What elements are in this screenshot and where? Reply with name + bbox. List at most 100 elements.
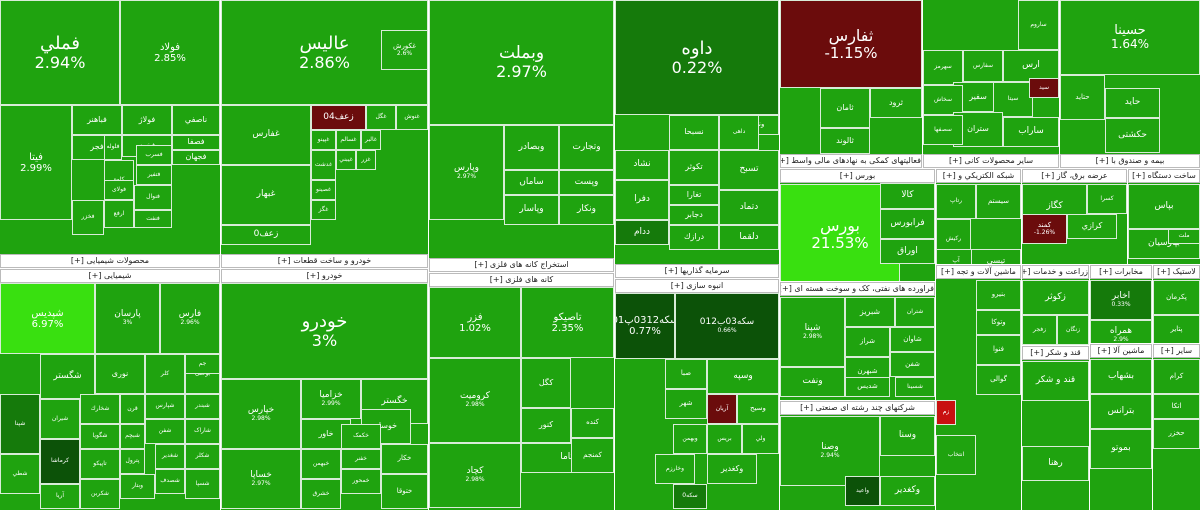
stock-tile[interactable]: خكار bbox=[381, 444, 428, 474]
stock-tile[interactable]: وبهمن bbox=[673, 424, 707, 454]
stock-tile[interactable]: فصفا bbox=[172, 135, 220, 150]
stock-tile[interactable]: غگل bbox=[366, 105, 396, 130]
stock-tile[interactable]: شپارس bbox=[145, 394, 185, 419]
stock-tile[interactable]: ونفت bbox=[780, 367, 845, 397]
stock-tile[interactable]: نسبحا bbox=[669, 115, 719, 150]
stock-tile[interactable]: رتاپ bbox=[936, 184, 976, 219]
stock-tile[interactable]: کنور bbox=[521, 408, 571, 443]
stock-tile[interactable]: خزامیا 2.99% bbox=[301, 379, 361, 419]
stock-tile[interactable]: حسينا 1.64% bbox=[1060, 0, 1200, 75]
stock-tile[interactable]: ختوقا bbox=[381, 474, 428, 509]
stock-tile[interactable]: فزر 1.02% bbox=[429, 287, 521, 358]
stock-tile[interactable]: شتران bbox=[895, 297, 935, 327]
stock-tile[interactable]: غصينو bbox=[311, 180, 336, 200]
stock-tile[interactable]: شدیس bbox=[845, 377, 890, 397]
sector-header[interactable]: ماشین آلات و تجه [+] bbox=[936, 265, 1021, 279]
stock-tile[interactable]: شيران bbox=[40, 399, 80, 439]
stock-tile[interactable]: شصدف bbox=[155, 469, 185, 494]
sector-header[interactable]: شیمیایی [+] bbox=[0, 269, 220, 283]
stock-tile[interactable]: دجابر bbox=[669, 205, 719, 225]
stock-tile[interactable]: ارفع bbox=[104, 200, 134, 228]
stock-tile[interactable]: فولاژ bbox=[122, 105, 172, 135]
stock-tile[interactable]: کسرا bbox=[1087, 184, 1127, 214]
sector-header[interactable]: خودرو [+] bbox=[221, 269, 428, 283]
stock-tile[interactable]: اتكا bbox=[1153, 394, 1200, 419]
stock-tile[interactable]: ناصفي bbox=[172, 105, 220, 135]
stock-tile[interactable]: ملت bbox=[1168, 229, 1200, 244]
stock-tile[interactable]: کمند -1.26% bbox=[1022, 214, 1067, 244]
stock-tile[interactable]: کروميت 2.98% bbox=[429, 358, 521, 443]
stock-tile[interactable]: شسینا bbox=[895, 377, 935, 397]
stock-tile[interactable]: کرازي bbox=[1067, 214, 1117, 239]
stock-tile[interactable]: کنده bbox=[571, 408, 614, 438]
stock-tile[interactable]: سکه03ب012 0.66% bbox=[675, 293, 779, 359]
stock-tile[interactable]: غبهار bbox=[221, 165, 311, 225]
sector-header[interactable]: قند و شکر [+] bbox=[1022, 346, 1089, 360]
stock-tile[interactable]: خساپا 2.97% bbox=[221, 449, 301, 509]
stock-tile[interactable]: ثالوند bbox=[820, 128, 870, 154]
stock-tile[interactable]: سخاش bbox=[923, 85, 963, 115]
stock-tile[interactable]: وبملت 2.97% bbox=[429, 0, 614, 125]
stock-tile[interactable]: شبريز bbox=[845, 297, 895, 327]
stock-tile[interactable]: كرام bbox=[1153, 359, 1200, 394]
stock-tile[interactable]: ساروم bbox=[1018, 0, 1059, 50]
stock-tile[interactable]: تغارا bbox=[669, 185, 719, 205]
stock-tile[interactable]: ددام bbox=[615, 220, 669, 245]
stock-tile[interactable]: خبهمن bbox=[301, 449, 341, 479]
sector-header[interactable]: شرکتهای چند رشته ای صنعتی [+] bbox=[780, 401, 935, 415]
stock-tile[interactable]: کرماشا bbox=[40, 439, 80, 484]
stock-tile[interactable]: اخابر 0.33% bbox=[1090, 280, 1152, 320]
stock-tile[interactable]: قرن bbox=[120, 394, 145, 424]
stock-tile[interactable]: سكه0 bbox=[673, 484, 707, 509]
stock-tile[interactable]: شراز bbox=[845, 327, 890, 357]
stock-tile[interactable]: سید bbox=[1029, 78, 1059, 98]
stock-tile[interactable]: فجهان bbox=[172, 150, 220, 165]
stock-tile[interactable]: فارس 2.96% bbox=[160, 283, 220, 354]
stock-tile[interactable]: گوالی bbox=[976, 365, 1021, 395]
stock-tile[interactable]: فلوله bbox=[104, 135, 122, 160]
stock-tile[interactable]: کلر bbox=[145, 354, 185, 394]
sector-header[interactable]: خودرو و ساخت قطعات [+] bbox=[221, 254, 428, 268]
stock-tile[interactable]: وسپه bbox=[707, 359, 779, 394]
sector-header[interactable]: کانه های فلزی [+] bbox=[429, 273, 614, 287]
sector-header[interactable]: استخراج کانه های فلزی [+] bbox=[429, 258, 614, 272]
stock-tile[interactable]: وسنا bbox=[880, 416, 935, 456]
stock-tile[interactable]: غدشت bbox=[311, 150, 336, 180]
stock-tile[interactable]: غزر bbox=[356, 150, 376, 170]
stock-tile[interactable]: زم bbox=[936, 400, 956, 425]
stock-tile[interactable]: درازك bbox=[669, 225, 719, 250]
stock-tile[interactable]: کمنجم bbox=[571, 438, 614, 473]
stock-tile[interactable]: واعید bbox=[845, 476, 880, 506]
stock-tile[interactable]: جم bbox=[185, 354, 220, 374]
stock-tile[interactable]: زفجر bbox=[1022, 315, 1057, 345]
sector-header[interactable]: بورس [+] bbox=[780, 169, 935, 183]
stock-tile[interactable]: بنیرو bbox=[976, 280, 1021, 310]
stock-tile[interactable]: شاوان bbox=[890, 327, 935, 352]
stock-tile[interactable]: شگويا bbox=[80, 424, 120, 449]
sector-header[interactable]: عرضه برق، گاز [+] bbox=[1022, 169, 1127, 183]
sector-header[interactable]: مخابرات [+] bbox=[1090, 265, 1152, 279]
stock-tile[interactable]: انتخاب bbox=[936, 435, 976, 475]
stock-tile[interactable]: فنفت bbox=[134, 210, 172, 228]
stock-tile[interactable]: کگل bbox=[521, 358, 571, 408]
stock-tile[interactable]: فيتا 2.99% bbox=[0, 105, 72, 220]
stock-tile[interactable]: کالا bbox=[880, 183, 935, 209]
stock-tile[interactable]: داهی bbox=[719, 115, 759, 150]
stock-tile[interactable]: فخزر bbox=[72, 200, 104, 235]
stock-tile[interactable]: وصنا 2.94% bbox=[780, 416, 880, 486]
stock-tile[interactable]: بپاس bbox=[1128, 184, 1200, 229]
stock-tile[interactable]: داوه 0.22% bbox=[615, 0, 779, 115]
stock-tile[interactable]: غگز bbox=[311, 200, 336, 220]
stock-tile[interactable]: غيبني bbox=[336, 150, 356, 170]
stock-tile[interactable]: سکه0312پ010.77% bbox=[615, 293, 675, 359]
stock-tile[interactable]: ثفارس -1.15% bbox=[780, 0, 922, 88]
sector-header[interactable]: فراورده های نفتی، کک و سوخت هسته ای [+] bbox=[780, 282, 935, 296]
stock-tile[interactable]: خکمک bbox=[341, 424, 381, 449]
stock-tile[interactable]: پتاير bbox=[1153, 315, 1200, 343]
stock-tile[interactable]: خشرق bbox=[301, 479, 341, 509]
stock-tile[interactable]: وتوکا bbox=[976, 310, 1021, 335]
stock-tile[interactable]: وپارس 2.97% bbox=[429, 125, 504, 220]
stock-tile[interactable]: فسرب bbox=[136, 145, 172, 165]
stock-tile[interactable]: خمحور bbox=[341, 469, 381, 494]
stock-tile[interactable]: تاصیکو 2.35% bbox=[521, 287, 614, 358]
